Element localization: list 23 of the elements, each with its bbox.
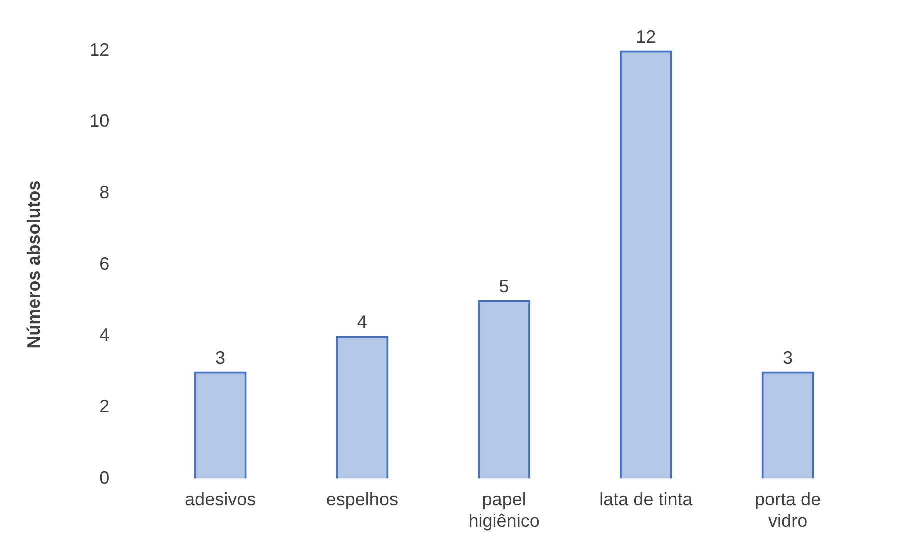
bar xyxy=(478,300,531,479)
y-tick-label: 8 xyxy=(100,182,110,202)
x-tick-label: papel higiênico xyxy=(468,490,540,532)
bar xyxy=(336,336,389,479)
data-label: 4 xyxy=(357,312,368,332)
data-label: 3 xyxy=(783,348,794,368)
y-tick-label: 10 xyxy=(90,111,110,132)
x-tick-label: espelhos xyxy=(326,490,398,510)
bar xyxy=(620,50,672,479)
x-tick-label: porta de vidro xyxy=(755,490,822,532)
y-tick-label: 12 xyxy=(90,40,110,60)
y-tick-label: 2 xyxy=(100,396,110,416)
x-tick-label: adesivos xyxy=(185,490,256,510)
bar xyxy=(194,372,247,479)
y-tick-label: 4 xyxy=(100,325,110,346)
data-label: 12 xyxy=(636,26,656,47)
data-label: 5 xyxy=(499,276,510,296)
x-tick-label: lata de tinta xyxy=(600,490,694,510)
y-tick-label: 0 xyxy=(100,468,110,488)
y-axis-title: Números absolutos xyxy=(24,180,44,349)
bar xyxy=(762,372,814,479)
y-tick-label: 6 xyxy=(100,254,110,274)
data-label: 3 xyxy=(216,348,226,368)
